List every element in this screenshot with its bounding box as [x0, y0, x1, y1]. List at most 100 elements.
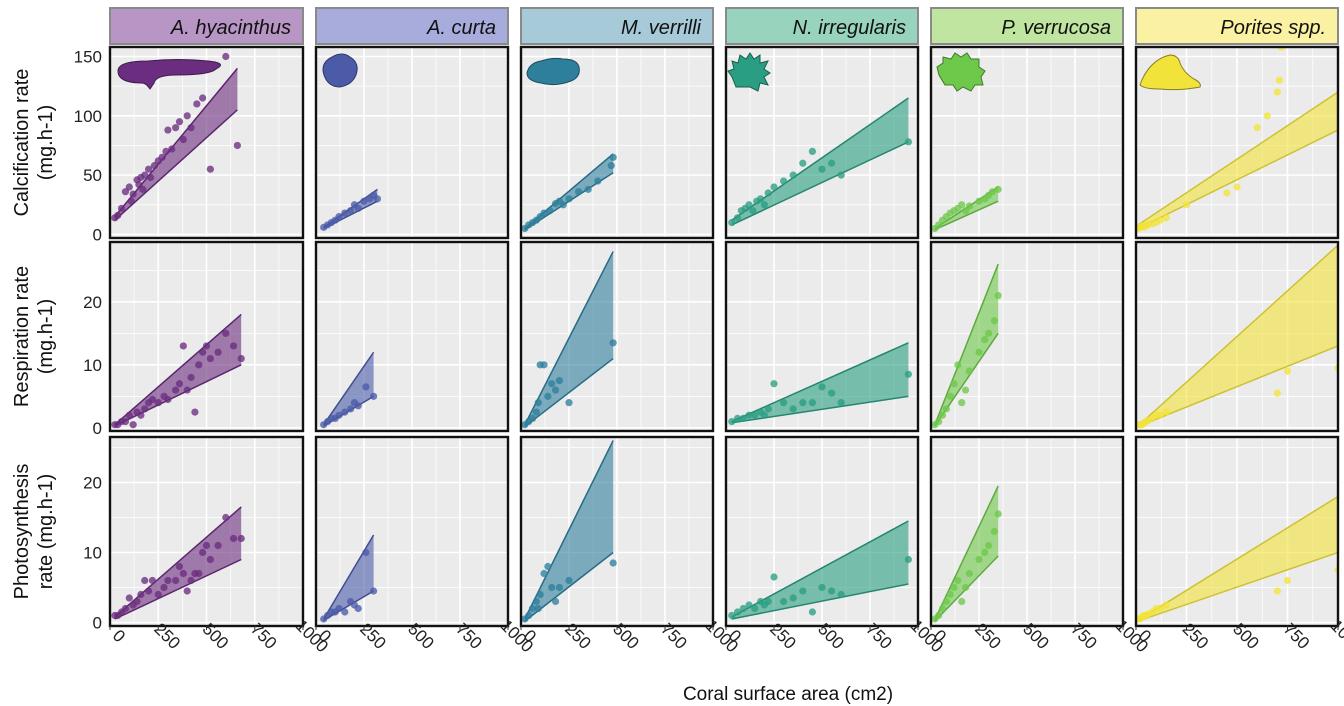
- facet-strip-label: A. curta: [426, 17, 496, 39]
- data-point: [373, 195, 382, 203]
- panel-content: [320, 534, 378, 623]
- ribbon-lower-edge: [731, 141, 909, 226]
- data-point: [141, 171, 149, 179]
- data-point: [546, 207, 554, 215]
- panel-border: [314, 45, 510, 240]
- data-point: [1283, 576, 1292, 585]
- data-point: [938, 604, 947, 613]
- ribbon-lower-edge: [1137, 551, 1338, 622]
- data-point: [808, 399, 817, 407]
- data-point: [362, 383, 370, 391]
- data-point: [164, 576, 172, 585]
- gridlines: [931, 437, 1123, 626]
- data-point: [121, 417, 130, 426]
- data-point: [160, 583, 168, 592]
- data-point: [789, 405, 797, 413]
- y-tick-label: 0: [93, 419, 102, 438]
- data-point: [199, 548, 207, 557]
- ribbon-upper-edge: [114, 313, 242, 426]
- data-point: [954, 576, 962, 585]
- data-point: [175, 562, 184, 571]
- data-point: [1162, 408, 1170, 416]
- data-point: [179, 135, 187, 144]
- data-point: [565, 576, 573, 585]
- data-point: [195, 569, 203, 578]
- data-point: [362, 548, 370, 557]
- panel-border: [1134, 45, 1340, 240]
- data-point: [341, 408, 349, 416]
- facet-panel: [108, 435, 305, 628]
- data-point: [799, 159, 807, 167]
- data-point: [837, 590, 845, 599]
- data-point: [237, 534, 245, 543]
- data-point: [994, 291, 1002, 300]
- y-tick-label: 50: [83, 166, 102, 185]
- data-point: [544, 562, 552, 571]
- data-point: [335, 213, 343, 221]
- data-point: [154, 590, 162, 599]
- panel-content: [728, 520, 913, 620]
- data-point: [164, 126, 172, 134]
- panel-content: [521, 440, 617, 623]
- data-point: [1273, 389, 1281, 397]
- facet-panel: [1134, 45, 1340, 240]
- data-point: [1273, 587, 1281, 595]
- panel-border: [108, 45, 305, 240]
- data-point: [994, 185, 1002, 193]
- data-point: [780, 597, 788, 606]
- panel-content: [931, 185, 1002, 233]
- y-axis-title-line: Respiration rate: [11, 266, 33, 407]
- data-point: [799, 587, 807, 595]
- panel-border: [519, 240, 715, 433]
- data-point: [139, 185, 147, 193]
- panel-content: [1136, 47, 1338, 233]
- facet-strip-background: [930, 7, 1124, 45]
- data-point: [202, 541, 211, 550]
- data-point: [904, 370, 913, 378]
- data-point: [117, 204, 126, 212]
- ribbon-lower-edge: [1137, 129, 1338, 230]
- data-point: [739, 414, 747, 422]
- data-point: [756, 195, 765, 203]
- data-point: [938, 411, 947, 419]
- data-point: [958, 399, 966, 407]
- data-point: [137, 411, 145, 419]
- y-tick-label: 10: [83, 544, 102, 563]
- y-axis-title: Respiration rate (mg.h-1): [11, 266, 57, 407]
- data-point: [565, 195, 573, 203]
- data-point: [745, 201, 753, 209]
- data-point: [994, 510, 1002, 518]
- data-point: [985, 541, 993, 550]
- coral-silhouette: [936, 52, 986, 92]
- data-point: [222, 52, 230, 61]
- facet-panel: [1134, 435, 1340, 628]
- ribbon-upper-edge: [1137, 244, 1338, 427]
- data-point: [162, 147, 170, 155]
- strip-layer: A. hyacinthus A. curta M. verrilli N. irreg…: [109, 7, 1339, 45]
- data-point: [137, 590, 145, 599]
- coral-table-silhouette-icon: [117, 59, 221, 90]
- coral-silhouette: [117, 59, 221, 90]
- panel-content: [521, 251, 617, 429]
- data-point: [146, 173, 155, 182]
- data-point: [141, 576, 149, 585]
- data-point: [990, 317, 998, 325]
- facet-strip: M. verrilli: [520, 7, 714, 45]
- data-point: [199, 348, 207, 356]
- data-point: [145, 165, 153, 173]
- ribbon-lower-edge: [114, 364, 242, 427]
- data-point: [114, 211, 122, 220]
- data-point: [1263, 112, 1271, 120]
- facet-panel: [519, 240, 715, 433]
- data-point: [990, 527, 998, 536]
- facet-strip-label: Porites spp.: [1220, 17, 1326, 39]
- data-point: [222, 329, 230, 337]
- data-point: [548, 380, 556, 388]
- y-tick-label: 10: [83, 356, 102, 375]
- facet-strip: A. hyacinthus: [109, 7, 304, 45]
- data-point: [946, 392, 954, 400]
- ribbon-upper-edge: [323, 351, 375, 426]
- data-point: [354, 402, 362, 410]
- facet-panel: [929, 435, 1125, 628]
- facet-panel: [724, 240, 920, 433]
